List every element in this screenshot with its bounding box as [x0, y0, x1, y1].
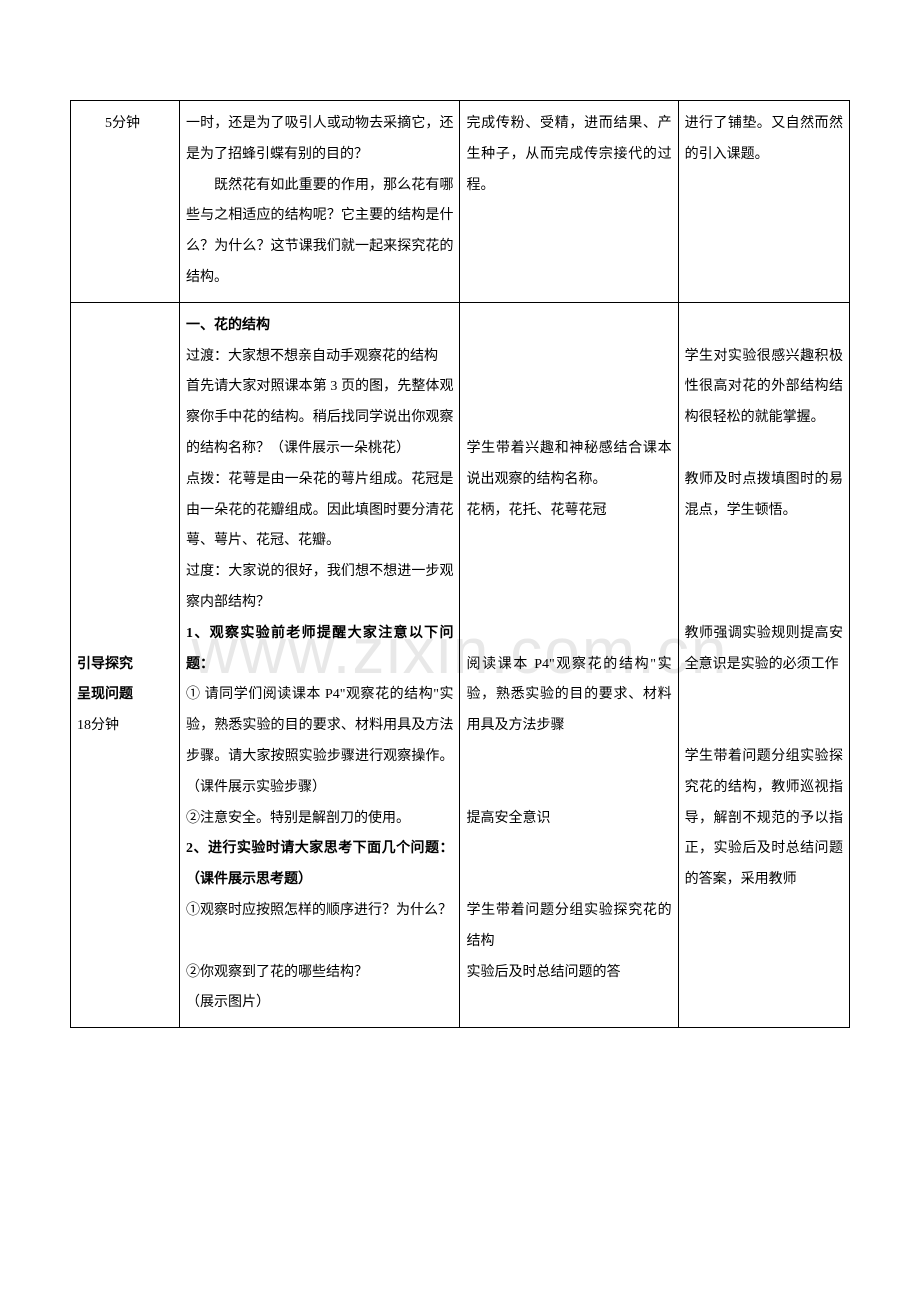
cell-text — [685, 680, 843, 711]
cell-text — [466, 619, 671, 650]
cell-student-activity: 完成传粉、受精，进而结果、产生种子，从而完成传宗接代的过程。 — [460, 101, 678, 303]
cell-text — [685, 434, 843, 465]
cell-text: ① 请同学们阅读课本 P4"观察花的结构"实验，熟悉实验的目的要求、材料用具及方… — [186, 680, 453, 803]
cell-text — [685, 526, 843, 557]
cell-stage: 5分钟 — [71, 101, 180, 303]
cell-text: 呈现问题 — [77, 680, 173, 711]
cell-stage: 引导探究 呈现问题 18分钟 — [71, 302, 180, 1027]
cell-text: ①观察时应按照怎样的顺序进行？为什么？ — [186, 896, 453, 927]
cell-text — [466, 372, 671, 403]
cell-text — [685, 557, 843, 588]
cell-text — [466, 311, 671, 342]
cell-text — [466, 342, 671, 373]
cell-notes: 学生对实验很感兴趣积极性很高对花的外部结构结构很轻松的就能掌握。 教师及时点拨填… — [678, 302, 849, 1027]
cell-text — [466, 773, 671, 804]
cell-text — [77, 526, 173, 557]
cell-text: 引导探究 — [77, 650, 173, 681]
cell-text — [466, 834, 671, 865]
cell-text — [466, 742, 671, 773]
table-row: 引导探究 呈现问题 18分钟 一、花的结构 过渡：大家想不想亲自动手观察花的结构… — [71, 302, 850, 1027]
cell-text — [77, 496, 173, 527]
cell-teacher-activity: 一时，还是为了吸引人或动物去采摘它，还是为了招蜂引蝶有别的目的？ 既然花有如此重… — [180, 101, 460, 303]
page-container: 5分钟 一时，还是为了吸引人或动物去采摘它，还是为了招蜂引蝶有别的目的？ 既然花… — [70, 100, 850, 1028]
cell-text — [77, 311, 173, 342]
cell-text — [685, 588, 843, 619]
cell-text: 过渡：大家想不想亲自动手观察花的结构 — [186, 342, 453, 373]
cell-text: 提高安全意识 — [466, 804, 671, 835]
cell-text — [77, 342, 173, 373]
cell-teacher-activity: 一、花的结构 过渡：大家想不想亲自动手观察花的结构 首先请大家对照课本第 3 页… — [180, 302, 460, 1027]
cell-text: （展示图片） — [186, 988, 453, 1019]
cell-text: 18分钟 — [77, 711, 173, 742]
cell-student-activity: 学生带着兴趣和神秘感结合课本说出观察的结构名称。 花柄，花托、花萼花冠 阅读课本… — [460, 302, 678, 1027]
cell-text: 一、花的结构 — [186, 311, 453, 342]
cell-text — [466, 865, 671, 896]
cell-text — [186, 927, 453, 958]
cell-text: 实验后及时总结问题的答 — [466, 958, 671, 989]
cell-text — [466, 403, 671, 434]
cell-text — [77, 588, 173, 619]
cell-text — [685, 711, 843, 742]
cell-text: 首先请大家对照课本第 3 页的图，先整体观察你手中花的结构。稍后找同学说出你观察… — [186, 372, 453, 464]
cell-text — [77, 619, 173, 650]
cell-text: 1、观察实验前老师提醒大家注意以下问题： — [186, 619, 453, 681]
cell-text: 学生带着问题分组实验探究花的结构，教师巡视指导，解剖不规范的予以指正，实验后及时… — [685, 742, 843, 896]
lesson-table: 5分钟 一时，还是为了吸引人或动物去采摘它，还是为了招蜂引蝶有别的目的？ 既然花… — [70, 100, 850, 1028]
table-row: 5分钟 一时，还是为了吸引人或动物去采摘它，还是为了招蜂引蝶有别的目的？ 既然花… — [71, 101, 850, 303]
cell-text: 教师强调实验规则提高安全意识是实验的必须工作 — [685, 619, 843, 681]
cell-text: 学生对实验很感兴趣积极性很高对花的外部结构结构很轻松的就能掌握。 — [685, 342, 843, 434]
cell-text — [77, 465, 173, 496]
cell-text: 既然花有如此重要的作用，那么花有哪些与之相适应的结构呢？它主要的结构是什么？为什… — [186, 171, 453, 294]
cell-text — [466, 526, 671, 557]
cell-text — [77, 372, 173, 403]
cell-text: ②注意安全。特别是解剖刀的使用。 — [186, 804, 453, 835]
cell-text: 过度：大家说的很好，我们想不想进一步观察内部结构？ — [186, 557, 453, 619]
cell-text: 学生带着兴趣和神秘感结合课本说出观察的结构名称。 — [466, 434, 671, 496]
cell-text: 学生带着问题分组实验探究花的结构 — [466, 896, 671, 958]
cell-text — [77, 434, 173, 465]
cell-text: 完成传粉、受精，进而结果、产生种子，从而完成传宗接代的过程。 — [466, 109, 671, 201]
cell-text — [466, 588, 671, 619]
cell-text: 点拨：花萼是由一朵花的萼片组成。花冠是由一朵花的花瓣组成。因此填图时要分清花萼、… — [186, 465, 453, 557]
table-body: 5分钟 一时，还是为了吸引人或动物去采摘它，还是为了招蜂引蝶有别的目的？ 既然花… — [71, 101, 850, 1028]
cell-text: 教师及时点拨填图时的易混点，学生顿悟。 — [685, 465, 843, 527]
cell-notes: 进行了铺垫。又自然而然的引入课题。 — [678, 101, 849, 303]
cell-text: ②你观察到了花的哪些结构？ — [186, 958, 453, 989]
cell-text — [77, 403, 173, 434]
cell-text — [466, 557, 671, 588]
cell-text: 阅读课本 P4"观察花的结构"实验，熟悉实验的目的要求、材料用具及方法步骤 — [466, 650, 671, 742]
cell-text — [77, 557, 173, 588]
cell-text: 一时，还是为了吸引人或动物去采摘它，还是为了招蜂引蝶有别的目的？ — [186, 109, 453, 171]
cell-text: 5分钟 — [77, 109, 173, 140]
cell-text: 2、进行实验时请大家思考下面几个问题：（课件展示思考题） — [186, 834, 453, 896]
cell-text: 进行了铺垫。又自然而然的引入课题。 — [685, 109, 843, 171]
cell-text: 花柄，花托、花萼花冠 — [466, 496, 671, 527]
cell-text — [685, 311, 843, 342]
